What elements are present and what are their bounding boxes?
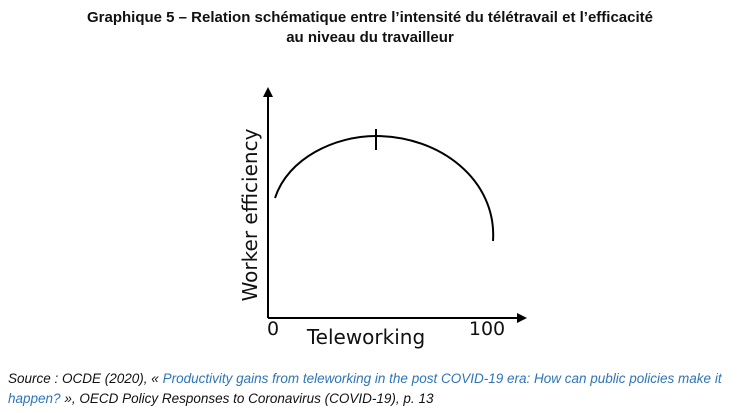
y-axis-label: Worker efficiency [238,128,262,301]
x-axis-label: Teleworking [306,325,425,349]
efficiency-curve [274,134,495,242]
source-prefix: Source : OCDE (2020), « [8,371,163,386]
source-suffix: », OECD Policy Responses to Coronavirus … [60,391,434,406]
title-line: Graphique 5 – Relation schématique entre… [86,9,653,26]
title: Graphique 5 – Relation schématique entre… [0,8,740,48]
title-line: au niveau du travailleur [286,29,454,46]
source-link[interactable]: Productivity gains from teleworking in t… [8,371,722,406]
x-end-label: 100 [469,318,505,340]
x-start-label: 0 [267,318,279,340]
source: Source : OCDE (2020), « Productivity gai… [8,369,736,409]
